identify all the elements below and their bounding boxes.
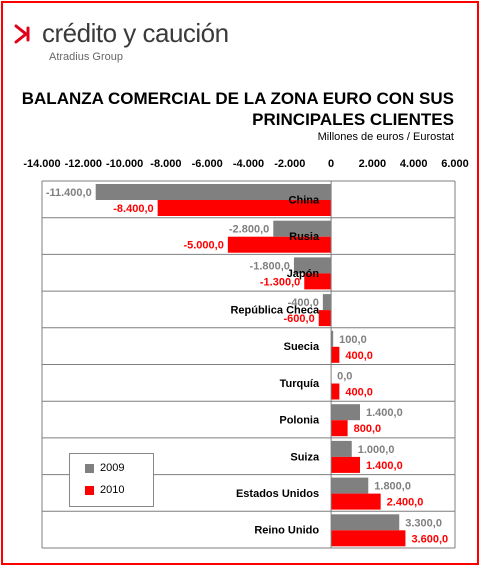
category-label: Reino Unido (254, 525, 319, 537)
bar-2010 (304, 273, 332, 290)
bar-2009 (273, 220, 332, 237)
category-label: China (289, 194, 320, 206)
data-label-2010: -5.000,0 (183, 240, 223, 252)
legend-label-2009: 2009 (100, 462, 125, 474)
data-label-2009: -2.800,0 (229, 224, 269, 236)
data-label-2009: 1.000,0 (358, 444, 395, 456)
x-tick-label: 0 (328, 158, 334, 170)
x-tick-label: -12.000 (65, 158, 102, 170)
bar-2010 (227, 236, 332, 253)
x-tick-label: -10.000 (106, 158, 143, 170)
bar-2010 (331, 493, 381, 510)
data-label-2009: 0,0 (337, 371, 352, 383)
category-label: Turquía (280, 378, 320, 390)
category-label: Japón (287, 268, 320, 280)
data-label-2010: 1.400,0 (366, 460, 403, 472)
legend-item-2009: 2009 (85, 462, 124, 474)
data-label-2010: -600,0 (284, 313, 315, 325)
bar-2010 (331, 530, 406, 547)
bar-2010 (331, 383, 340, 400)
data-label-2010: 2.400,0 (387, 497, 424, 509)
category-label: Suiza (290, 451, 320, 463)
data-label-2010: -8.400,0 (113, 203, 153, 215)
bar-2009 (331, 404, 361, 421)
bar-2009 (95, 184, 332, 200)
data-label-2009: 1.800,0 (374, 481, 411, 493)
bar-2009 (293, 257, 332, 274)
legend-swatch-2009 (85, 463, 94, 473)
data-label-2009: 3.300,0 (405, 517, 442, 529)
category-label: República Checa (230, 304, 320, 316)
category-label: Estados Unidos (236, 488, 319, 500)
data-label-2009: -1.800,0 (250, 260, 290, 272)
x-tick-label: -2.000 (274, 158, 305, 170)
legend-label-2010: 2010 (100, 484, 125, 496)
x-tick-label: -14.000 (23, 158, 60, 170)
data-label-2009: 1.400,0 (366, 407, 403, 419)
x-tick-label: 4.000 (400, 158, 428, 170)
x-tick-label: 2.000 (359, 158, 387, 170)
chart-title: BALANZA COMERCIAL DE LA ZONA EURO CON SU… (21, 89, 454, 129)
x-tick-label: 6.000 (441, 158, 469, 170)
data-label-2010: 3.600,0 (411, 533, 448, 545)
category-label: Rusia (289, 231, 320, 243)
category-label: Polonia (279, 415, 320, 427)
data-label-2010: 400,0 (345, 387, 373, 399)
data-label-2010: -1.300,0 (260, 276, 300, 288)
legend: 2009 2010 (69, 453, 154, 507)
chart-subtitle: Millones de euros / Eurostat (317, 131, 454, 143)
x-tick-label: -8.000 (150, 158, 181, 170)
bar-2010 (157, 200, 332, 216)
data-label-2010: 800,0 (354, 423, 382, 435)
bar-2010 (318, 310, 332, 327)
bar-2009 (322, 294, 332, 311)
bar-2010 (331, 456, 361, 473)
x-tick-label: -4.000 (233, 158, 264, 170)
logo-subtitle: Atradius Group (49, 51, 123, 63)
legend-swatch-2010 (85, 485, 94, 495)
logo-mark-icon (14, 24, 30, 44)
bar-2009 (331, 330, 334, 347)
bar-2009 (331, 440, 352, 457)
x-tick-label: -6.000 (192, 158, 223, 170)
bar-2010 (331, 346, 340, 363)
data-label-2009: -400,0 (288, 297, 319, 309)
data-label-2009: -11.400,0 (46, 187, 92, 199)
category-label: Suecia (284, 341, 320, 353)
data-label-2010: 400,0 (345, 350, 373, 362)
bar-2009 (331, 477, 369, 494)
logo-name: crédito y caución (42, 18, 229, 48)
legend-item-2010: 2010 (85, 484, 124, 496)
data-label-2009: 100,0 (339, 334, 367, 346)
bar-2010 (331, 420, 348, 437)
bar-2009 (331, 514, 400, 531)
